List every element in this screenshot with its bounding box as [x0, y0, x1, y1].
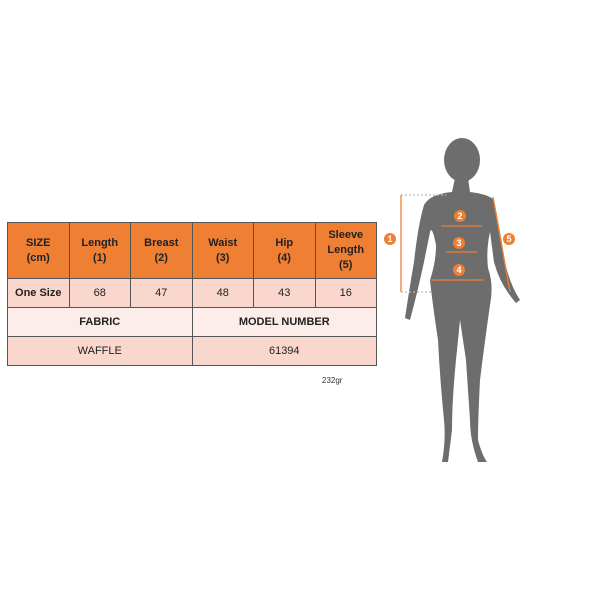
size-chart-table: SIZE (cm) Length (1) Breast (2) Waist (3) Hi…	[7, 222, 377, 366]
marker-1-icon: 1	[384, 233, 396, 245]
length-value: 68	[68, 278, 131, 308]
size-label: One Size	[7, 278, 70, 308]
sleeve-value: 16	[314, 278, 377, 308]
model-number-value: 61394	[191, 336, 377, 366]
fabric-value: WAFFLE	[7, 336, 193, 366]
waist-value: 48	[191, 278, 254, 308]
header-length: Length (1)	[68, 222, 131, 279]
header-waist: Waist (3)	[191, 222, 254, 279]
silhouette	[405, 138, 520, 462]
size-row: One Size 68 47 48 43 16	[7, 278, 377, 308]
marker-5-icon: 5	[503, 233, 515, 245]
marker-2-icon: 2	[454, 210, 466, 222]
info-value-row: WAFFLE 61394	[7, 336, 377, 366]
markers: 1 2 3 4 5	[384, 210, 515, 276]
header-breast: Breast (2)	[130, 222, 193, 279]
svg-text:1: 1	[387, 234, 392, 244]
header-sleeve-length: Sleeve Length (5)	[314, 222, 377, 279]
marker-4-icon: 4	[453, 264, 465, 276]
header-hip: Hip (4)	[253, 222, 316, 279]
svg-text:4: 4	[456, 265, 461, 275]
measure-lines	[400, 194, 511, 293]
header-size: SIZE (cm)	[7, 222, 70, 279]
marker-3-icon: 3	[453, 237, 465, 249]
svg-text:5: 5	[506, 234, 511, 244]
weight-text: 232gr	[322, 376, 343, 385]
svg-text:3: 3	[456, 238, 461, 248]
hip-value: 43	[253, 278, 316, 308]
header-row: SIZE (cm) Length (1) Breast (2) Waist (3) Hi…	[7, 222, 377, 279]
svg-text:2: 2	[457, 211, 462, 221]
